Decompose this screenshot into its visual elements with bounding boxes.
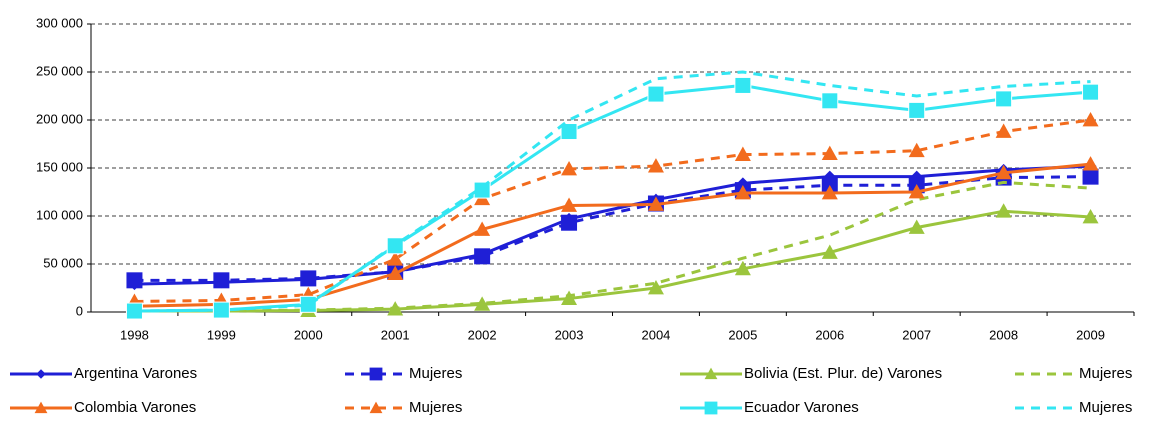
point: [647, 196, 664, 211]
x-tick-label: 2006: [815, 327, 844, 342]
point: [474, 248, 491, 265]
point: [821, 184, 838, 200]
point: [473, 181, 491, 199]
point: [560, 123, 578, 141]
point: [1082, 168, 1099, 185]
legend-marker: [34, 401, 48, 414]
point: [908, 142, 925, 158]
legend-marker: [704, 401, 718, 415]
series-line: [134, 164, 1091, 286]
point: [213, 272, 230, 289]
x-tick-label: 2001: [381, 327, 410, 342]
point: [734, 76, 752, 94]
legend-marker: [704, 367, 718, 380]
point: [995, 123, 1012, 138]
point: [126, 272, 143, 289]
x-tick-label: 1998: [120, 327, 149, 342]
point: [908, 184, 925, 199]
point: [647, 85, 665, 103]
x-tick-label: 2007: [902, 327, 931, 342]
point: [300, 270, 317, 287]
point: [1082, 208, 1099, 224]
point: [821, 244, 838, 259]
point: [647, 158, 664, 173]
point: [908, 101, 926, 119]
x-tick-label: 2005: [728, 327, 757, 342]
point: [561, 197, 578, 212]
y-tick-label: 50 000: [43, 255, 83, 270]
y-tick-label: 200 000: [36, 111, 83, 126]
point: [908, 219, 925, 234]
point: [387, 251, 404, 266]
series-line: [134, 83, 1091, 313]
legend-label: Mujeres: [409, 365, 462, 382]
x-tick-label: 2002: [468, 327, 497, 342]
legend-marker: [36, 369, 46, 379]
point: [561, 290, 578, 305]
series-line: [134, 175, 1091, 282]
legend-label: Mujeres: [1079, 365, 1132, 382]
point: [474, 296, 491, 311]
point: [734, 184, 751, 200]
point: [387, 265, 404, 280]
y-tick-label: 100 000: [36, 207, 83, 222]
legend-marker: [369, 367, 383, 381]
point: [821, 145, 838, 160]
y-tick-label: 300 000: [36, 15, 83, 30]
point: [474, 221, 491, 236]
legend-label: Mujeres: [1079, 399, 1132, 416]
point: [821, 92, 839, 110]
series-line: [134, 70, 1091, 313]
point: [1082, 112, 1099, 127]
point: [561, 214, 578, 231]
x-tick-label: 2009: [1076, 327, 1105, 342]
legend-label: Ecuador Varones: [744, 399, 859, 416]
x-tick-label: 2004: [641, 327, 670, 342]
point: [995, 203, 1012, 218]
legend-label: Mujeres: [409, 399, 462, 416]
legend-label: Colombia Varones: [74, 399, 196, 416]
series-line: [134, 209, 1091, 313]
x-tick-label: 2003: [555, 327, 584, 342]
legend-label: Argentina Varones: [74, 365, 197, 382]
point: [734, 146, 751, 161]
legend-label: Bolivia (Est. Plur. de) Varones: [744, 365, 942, 382]
x-tick-label: 1999: [207, 327, 236, 342]
point: [1082, 156, 1099, 171]
series-line: [134, 180, 1091, 313]
point: [1082, 83, 1100, 101]
x-tick-label: 2000: [294, 327, 323, 342]
y-tick-label: 250 000: [36, 63, 83, 78]
series-line: [134, 162, 1091, 308]
point: [561, 160, 578, 176]
point: [995, 90, 1013, 108]
point: [995, 164, 1012, 180]
y-tick-label: 0: [76, 303, 83, 318]
y-tick-label: 150 000: [36, 159, 83, 174]
point: [734, 260, 751, 276]
legend-marker: [369, 401, 383, 414]
x-tick-label: 2008: [989, 327, 1018, 342]
point: [647, 280, 664, 295]
